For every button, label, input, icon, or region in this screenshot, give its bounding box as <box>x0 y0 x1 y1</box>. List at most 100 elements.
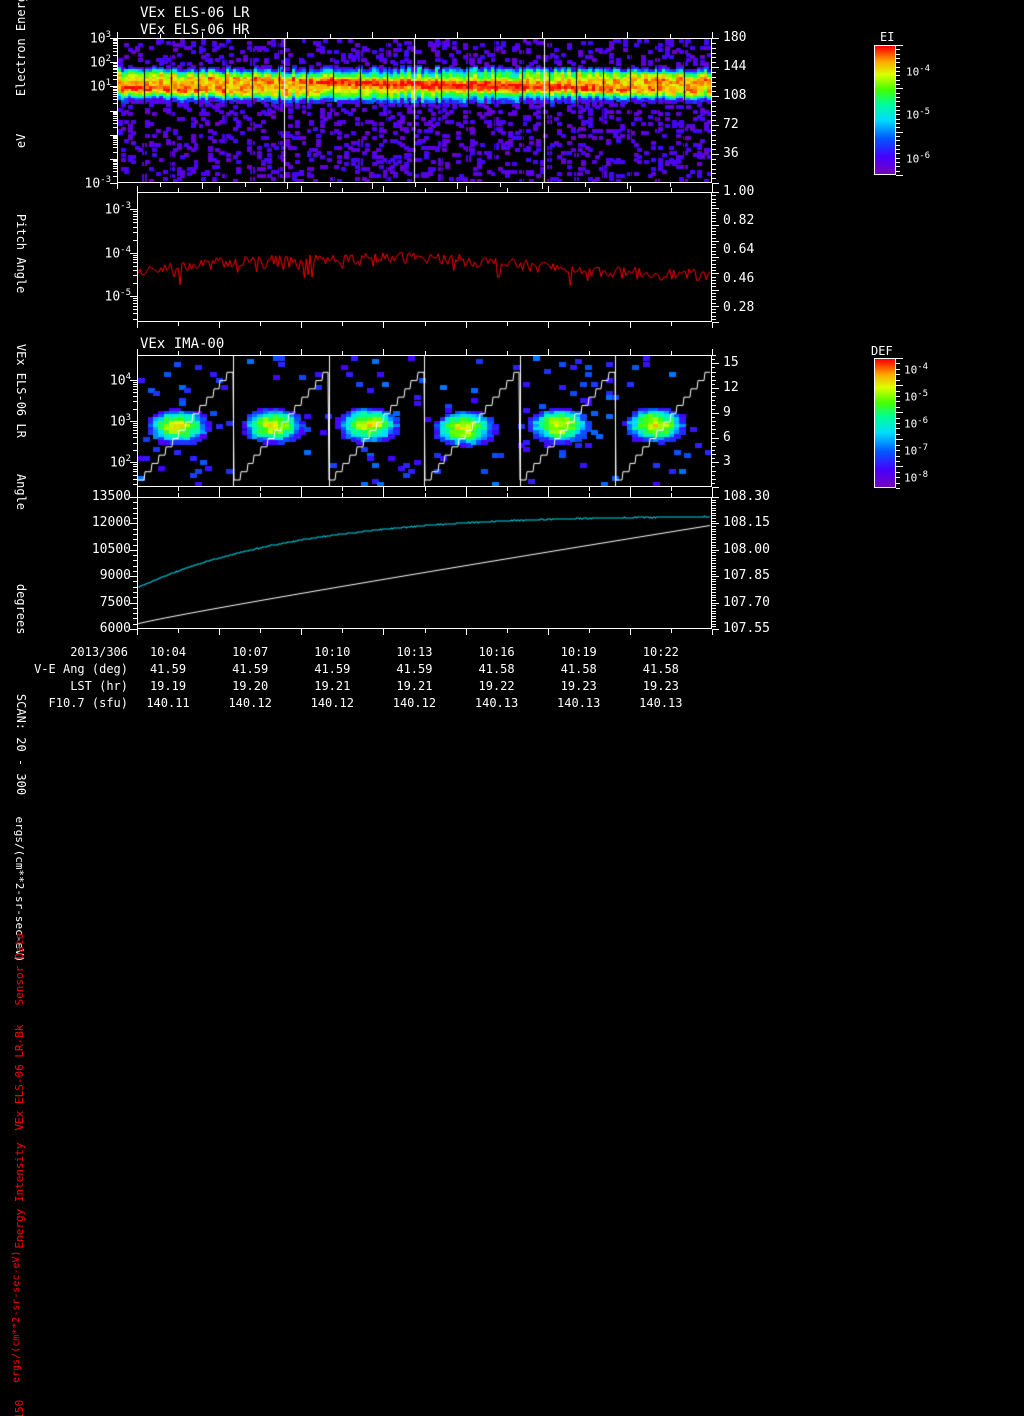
bottom-cell: 41.58 <box>642 662 679 676</box>
axis-tick <box>896 123 900 124</box>
panel1-right-label-4: degrees <box>0 555 42 665</box>
axis-tick <box>415 34 416 38</box>
axis-tick <box>113 90 117 91</box>
axis-tick <box>712 316 716 317</box>
axis-tick <box>113 48 117 49</box>
axis-tick <box>130 497 137 498</box>
axis-tick <box>896 71 900 72</box>
axis-tick <box>896 385 903 386</box>
axis-tick <box>896 93 900 94</box>
axis-tick <box>712 550 719 551</box>
axis-tick <box>896 106 900 107</box>
axis-tick <box>712 247 716 248</box>
axis-tick-label: 107.55 <box>723 621 770 636</box>
axis-tick <box>130 421 137 422</box>
colorbar1[interactable] <box>874 45 896 175</box>
colorbar2[interactable] <box>874 358 896 488</box>
axis-tick <box>712 466 715 467</box>
axis-tick <box>712 581 716 582</box>
axis-tick-label: 104 <box>109 372 131 389</box>
panel4-plot-frame[interactable] <box>137 497 712 629</box>
bottom-cell: 19.22 <box>478 679 515 693</box>
axis-tick <box>712 173 716 174</box>
colorbar-tick-label: 10-4 <box>904 362 929 377</box>
panel1-plot-frame[interactable] <box>117 38 712 183</box>
axis-tick <box>712 595 716 596</box>
axis-tick <box>301 629 302 635</box>
axis-tick <box>712 277 716 278</box>
axis-tick <box>712 367 715 368</box>
axis-tick <box>117 183 118 189</box>
axis-tick <box>466 322 467 328</box>
axis-tick <box>712 510 716 511</box>
axis-tick <box>137 186 138 192</box>
axis-tick <box>133 555 137 556</box>
axis-tick <box>896 369 900 370</box>
bottom-cell: 19.21 <box>396 679 433 693</box>
bottom-cell: 19.19 <box>149 679 187 693</box>
axis-tick <box>585 183 586 187</box>
axis-tick <box>712 140 716 141</box>
axis-tick <box>712 624 716 625</box>
axis-tick <box>896 396 900 397</box>
axis-tick <box>712 296 716 297</box>
axis-tick <box>712 91 716 92</box>
axis-tick <box>896 153 900 154</box>
bottom-cell: 140.12 <box>310 696 354 710</box>
axis-tick <box>202 32 203 38</box>
axis-tick <box>585 34 586 38</box>
axis-tick <box>130 629 137 630</box>
axis-tick <box>712 611 716 612</box>
axis-tick <box>110 86 117 87</box>
axis-tick <box>133 475 137 476</box>
axis-tick <box>110 159 117 160</box>
axis-tick <box>133 423 137 424</box>
axis-tick <box>712 72 716 73</box>
axis-tick-label: 9 <box>723 405 731 420</box>
axis-tick <box>712 388 719 389</box>
panel1-yunit: eV <box>0 125 42 185</box>
axis-tick <box>712 43 716 44</box>
axis-tick <box>712 515 716 516</box>
colorbar1-unit: ergs/(cm**2-sr-sec-eV) <box>0 790 39 963</box>
panel3-plot-frame[interactable] <box>137 355 712 487</box>
axis-tick <box>113 75 117 76</box>
axis-tick <box>712 254 716 255</box>
axis-tick-label: 107.85 <box>723 568 770 583</box>
axis-tick <box>712 149 716 150</box>
bottom-cell: 10:10 <box>314 645 351 659</box>
colorbar-tick-label: 10-4 <box>906 64 931 79</box>
axis-tick <box>113 127 117 128</box>
axis-tick <box>133 608 137 609</box>
axis-tick <box>137 629 138 635</box>
axis-tick-label: 12000 <box>91 515 131 530</box>
axis-tick <box>712 115 716 116</box>
axis-tick <box>133 464 137 465</box>
axis-tick <box>896 407 900 408</box>
panel2-plot-frame[interactable] <box>137 192 712 322</box>
panel2-left-label-1: Sensor Data <box>0 922 39 1032</box>
axis-tick-label: 15 <box>723 355 739 370</box>
axis-tick <box>712 618 716 619</box>
axis-tick <box>133 275 137 276</box>
axis-tick <box>133 450 137 451</box>
colorbar-tick-label: 10-6 <box>906 151 931 166</box>
axis-tick <box>133 508 137 509</box>
axis-tick <box>133 303 137 304</box>
axis-tick <box>133 518 137 519</box>
axis-tick <box>113 138 117 139</box>
axis-tick <box>133 384 137 385</box>
axis-tick <box>712 425 715 426</box>
bottom-cell: 41.59 <box>232 662 269 676</box>
axis-tick <box>712 376 715 377</box>
axis-tick <box>896 162 900 163</box>
axis-tick <box>113 55 117 56</box>
axis-tick <box>133 592 137 593</box>
axis-tick <box>712 491 713 497</box>
axis-tick <box>110 135 117 136</box>
axis-tick <box>896 488 900 489</box>
axis-tick <box>133 613 137 614</box>
axis-tick <box>372 32 373 38</box>
axis-tick <box>712 32 713 38</box>
axis-tick <box>178 493 179 497</box>
